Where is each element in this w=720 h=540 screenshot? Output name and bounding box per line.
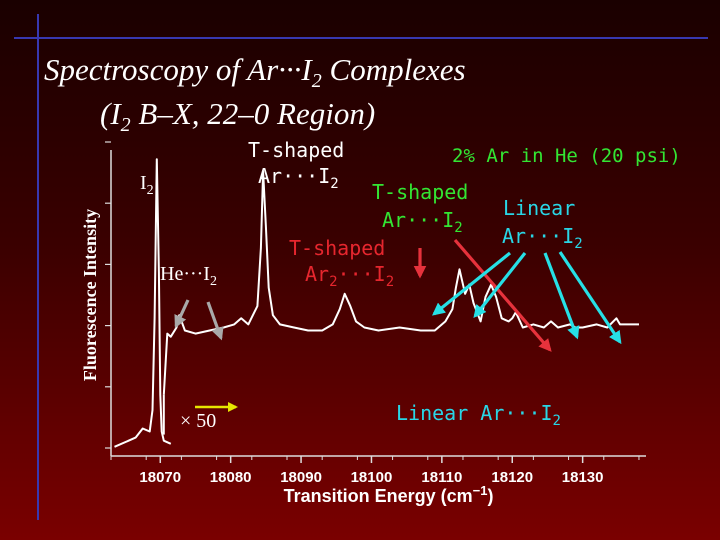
linear-arrow-2 [473, 252, 527, 319]
y-axis-title: Fluorescence Intensity [80, 209, 100, 381]
x-tick-label: 18100 [351, 469, 393, 486]
annotation-lin-b: Ar···I2 [502, 224, 583, 252]
annotation-lin-a: Linear [503, 196, 576, 220]
slide-frame-horizontal-line [14, 37, 708, 39]
he-arrow-right [206, 301, 224, 341]
x-tick-label: 18120 [491, 469, 533, 486]
x-tick-label: 18090 [280, 469, 322, 486]
slide-frame-vertical-line [37, 14, 39, 520]
x-tick-label: 18130 [562, 469, 604, 486]
annotation-ts1-a: T-shaped [248, 138, 345, 162]
annotation-i2: I2 [140, 172, 154, 198]
linear-arrow-1 [432, 251, 512, 316]
annotation-lin-c: Linear Ar···I2 [396, 401, 561, 429]
x-tick-label: 18110 [421, 469, 462, 486]
annotation-ts2-a: T-shaped [372, 180, 469, 204]
t-shaped-ar2-i2-arrow [453, 238, 552, 352]
annotation-ts3-a: T-shaped [289, 236, 386, 260]
conditions-label: 2% Ar in He (20 psi) [452, 145, 681, 167]
x-tick-label: 18070 [139, 469, 181, 486]
spectrum-trace-1 [114, 158, 172, 448]
spectrum-trace-2 [162, 170, 639, 395]
annotation-ts2-b: Ar···I2 [382, 208, 463, 236]
annotation-ts1-b: Ar···I2 [258, 164, 339, 192]
slide-title-line-1: Spectroscopy of Ar···I2 Complexes [44, 52, 466, 93]
slide-title-line-2: (I2 B–X, 22–0 Region) [100, 96, 376, 137]
x-axis-title: Transition Energy (cm−1) [284, 483, 494, 506]
scale-factor-label: × 50 [180, 410, 217, 432]
linear-arrow-4 [558, 251, 622, 345]
he-arrow-left [174, 299, 190, 329]
annotation-ts3-b: Ar2···I2 [305, 262, 395, 290]
linear-arrow-3 [543, 252, 580, 340]
x-tick-label: 18080 [210, 469, 252, 486]
annotation-he: He···I2 [160, 263, 217, 289]
